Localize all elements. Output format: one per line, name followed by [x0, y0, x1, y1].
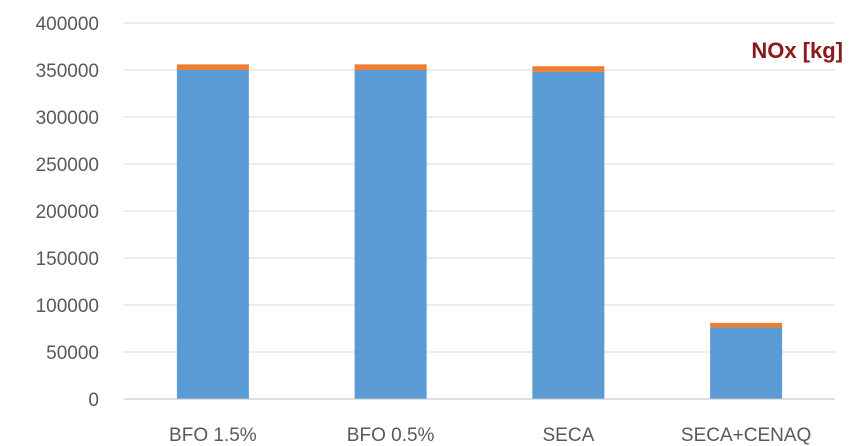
x-category-label: SECA+CENAQ [681, 425, 811, 446]
y-tick-label: 100000 [36, 296, 99, 317]
bar-segment-series-1-2 [354, 70, 427, 399]
x-category-label: SECA [543, 425, 595, 446]
y-tick-label: 200000 [36, 202, 99, 223]
x-category-label: BFO 1.5% [169, 425, 257, 446]
bar-segment-series-1-3 [532, 71, 605, 399]
y-tick-label: 350000 [36, 61, 99, 82]
y-tick-label: 250000 [36, 155, 99, 176]
bars [176, 64, 783, 399]
y-axis-tick-labels: 0 50000 100000 150000 200000 250000 300000 3500… [36, 14, 99, 411]
x-axis-category-labels: BFO 1.5% BFO 0.5% SECA SECA+CENAQ [169, 425, 811, 446]
x-category-label: BFO 0.5% [347, 425, 435, 446]
bar-segment-series-2-1 [176, 64, 249, 70]
y-tick-label: 50000 [46, 343, 99, 364]
bar-segment-series-1-4 [710, 327, 783, 399]
y-tick-label: 400000 [36, 14, 99, 35]
bar-segment-series-2-2 [354, 64, 427, 70]
y-tick-label: 0 [88, 390, 99, 411]
bar-segment-series-1-1 [176, 70, 249, 399]
bar-segment-series-2-4 [710, 322, 783, 328]
y-tick-label: 150000 [36, 249, 99, 270]
y-tick-label: 300000 [36, 108, 99, 129]
bar-segment-series-2-3 [532, 66, 605, 72]
chart-title: NOx [kg] [751, 38, 843, 63]
